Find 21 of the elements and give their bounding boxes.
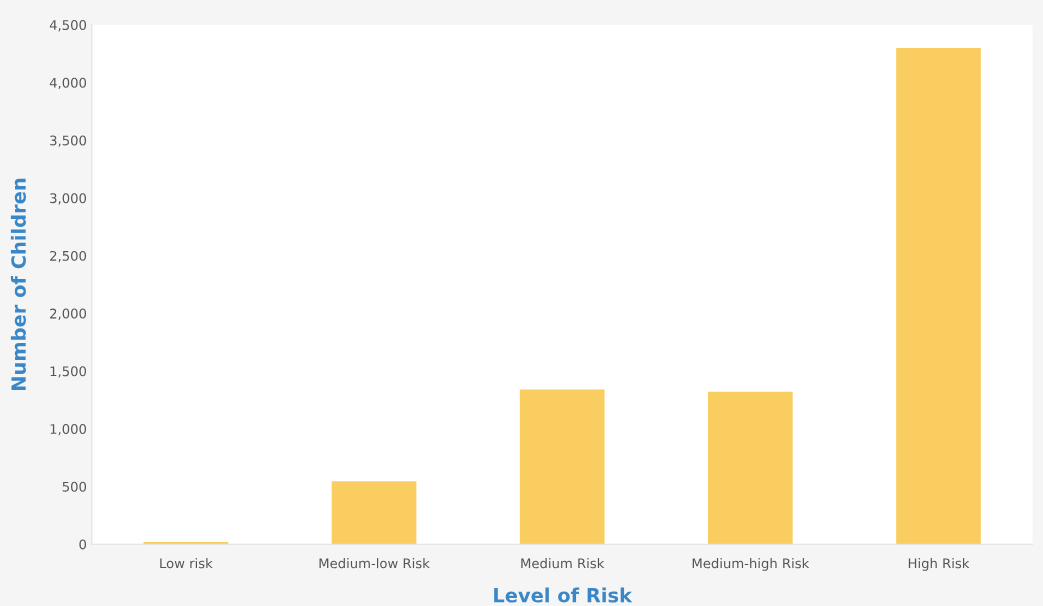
- y-tick-label: 1,500: [50, 366, 87, 378]
- y-tick-label: 500: [62, 481, 87, 492]
- x-tick-label: Medium-high Risk: [692, 558, 810, 571]
- x-tick-label: Medium Risk: [521, 558, 605, 569]
- bar: [331, 481, 417, 545]
- bar: [519, 389, 605, 545]
- bar: [708, 391, 793, 545]
- y-tick-label: 2,500: [50, 250, 87, 263]
- x-tick-label: Medium-low Risk: [319, 558, 430, 569]
- y-tick-label: 3,500: [50, 135, 87, 147]
- y-tick-label: 4,000: [49, 77, 87, 90]
- y-axis-title: Number of Children: [10, 178, 26, 390]
- y-tick-label: 0: [79, 539, 87, 550]
- x-axis-title: Level of Risk: [494, 587, 633, 603]
- x-tick-label: Low risk: [160, 558, 213, 569]
- y-tick-label: 3,000: [50, 193, 87, 205]
- bar: [896, 47, 981, 545]
- y-tick-label: 1,000: [50, 424, 87, 436]
- y-tick-label: 4,500: [49, 20, 87, 32]
- y-tick-label: 2,000: [50, 308, 87, 320]
- x-tick-label: High Risk: [908, 558, 970, 571]
